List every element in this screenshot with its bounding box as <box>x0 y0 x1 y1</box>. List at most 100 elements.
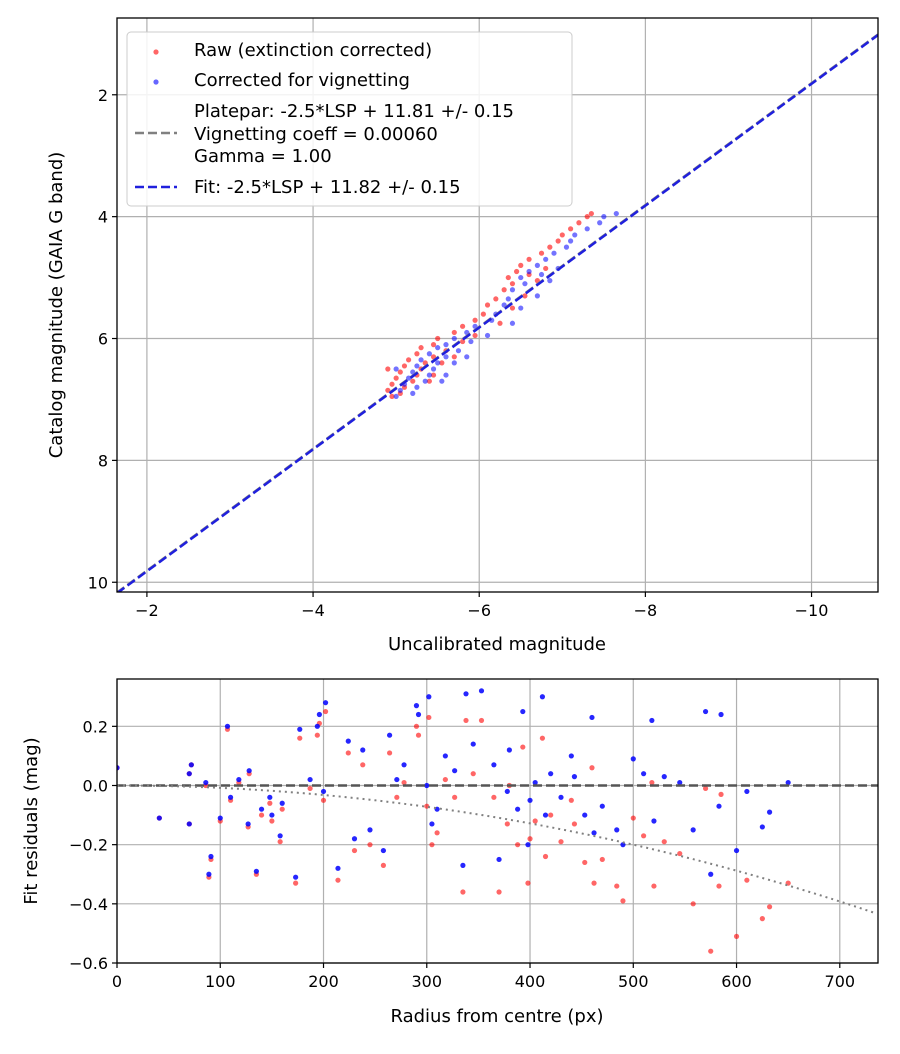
raw-point <box>493 296 499 302</box>
corrected-residual-point <box>267 794 273 800</box>
raw-point <box>426 378 432 384</box>
raw-residual-point <box>367 842 373 848</box>
corrected-residual-point <box>463 691 469 697</box>
corrected-residual-point <box>316 711 322 718</box>
raw-residual-point <box>716 883 722 889</box>
x-tick-label: 0 <box>112 972 122 991</box>
raw-residual-point <box>401 779 407 786</box>
corrected-residual-point <box>401 762 407 768</box>
raw-residual-point <box>568 797 574 803</box>
corrected-residual-point <box>269 812 275 818</box>
raw-point <box>522 293 528 299</box>
raw-residual-point <box>702 785 709 792</box>
x-tick-label: 600 <box>721 972 752 991</box>
fit-line <box>117 34 878 592</box>
raw-point <box>393 375 399 381</box>
raw-point <box>389 381 395 387</box>
corrected-residual-point <box>429 821 435 827</box>
corrected-residual-point <box>785 779 791 786</box>
corrected-residual-point <box>649 717 655 724</box>
corrected-residual-point <box>424 782 430 789</box>
raw-point <box>389 393 395 400</box>
corrected-residual-point <box>314 723 320 729</box>
corrected-residual-point <box>599 803 605 809</box>
raw-residual-point <box>442 776 448 783</box>
top-x-axis-label: Uncalibrated magnitude <box>388 634 606 655</box>
legend-label-platepar: Platepar: -2.5*LSP + 11.81 +/- 0.15 <box>194 101 514 122</box>
raw-point <box>460 323 466 329</box>
corrected-residual-point <box>759 824 765 830</box>
raw-residual-point <box>267 800 273 806</box>
x-tick-label: 200 <box>308 972 339 991</box>
raw-residual-point <box>322 708 329 715</box>
raw-point <box>472 332 478 339</box>
corrected-residual-point <box>525 842 531 848</box>
x-tick-label: −8 <box>634 601 658 620</box>
raw-residual-point <box>515 842 521 848</box>
corrected-point <box>597 220 603 226</box>
raw-residual-point <box>649 779 655 786</box>
raw-point <box>414 351 420 357</box>
corrected-point <box>526 268 532 275</box>
y-tick-label: 6 <box>98 330 108 349</box>
raw-point <box>397 369 403 375</box>
corrected-point <box>426 351 432 357</box>
raw-point <box>385 366 391 372</box>
corrected-point <box>393 366 399 372</box>
raw-point <box>505 274 511 281</box>
corrected-residual-point <box>258 806 265 812</box>
y-tick-label: 10 <box>88 573 108 592</box>
corrected-residual-point <box>277 833 283 839</box>
corrected-point <box>464 354 470 360</box>
corrected-residual-point <box>571 774 578 780</box>
corrected-residual-point <box>744 788 750 795</box>
corrected-point <box>522 281 528 287</box>
plot-area <box>117 688 878 954</box>
legend: Raw (extinction corrected) Corrected for… <box>126 31 573 207</box>
raw-residual-point <box>539 735 546 741</box>
legend-label-fit: Fit: -2.5*LSP + 11.82 +/- 0.15 <box>194 177 461 198</box>
corrected-residual-point <box>351 836 358 842</box>
corrected-point <box>443 372 449 378</box>
raw-residual-point <box>277 839 283 845</box>
raw-residual-point <box>744 877 750 883</box>
corrected-residual-point <box>203 779 209 786</box>
raw-point <box>435 335 441 342</box>
corrected-point <box>484 332 491 339</box>
residuals-plot: 0 100 200 300 400 500 600 700 −0.6 −0.4 −0.2 0.0 0.2 <box>69 678 879 991</box>
raw-residual-point <box>548 812 554 818</box>
x-tick-label: −2 <box>135 601 159 620</box>
corrected-residual-point <box>733 847 740 854</box>
x-tick-label: 500 <box>618 972 649 991</box>
corrected-point <box>435 345 441 351</box>
y-tick-label: 0.0 <box>83 777 108 796</box>
raw-point <box>588 210 594 217</box>
axes-frame <box>116 678 879 964</box>
raw-residual-point <box>307 785 313 792</box>
raw-point <box>518 262 524 268</box>
corrected-residual-point <box>322 700 329 706</box>
raw-residual-point <box>258 812 265 818</box>
corrected-point <box>534 262 540 268</box>
corrected-residual-point <box>558 794 564 800</box>
corrected-point <box>455 348 462 354</box>
corrected-residual-point <box>245 821 251 827</box>
raw-residual-point <box>293 880 299 886</box>
raw-point <box>526 256 532 262</box>
corrected-residual-point <box>504 788 510 795</box>
y-tick-label: −0.2 <box>69 836 108 855</box>
corrected-residual-point <box>614 827 620 833</box>
raw-point <box>555 238 561 244</box>
corrected-residual-point <box>335 865 341 871</box>
corrected-residual-point <box>208 853 214 860</box>
legend-label-gamma: Gamma = 1.00 <box>194 146 332 167</box>
corrected-point <box>534 293 540 299</box>
raw-residual-point <box>460 889 466 895</box>
raw-residual-point <box>690 901 696 907</box>
corrected-residual-point <box>156 815 162 821</box>
corrected-point <box>538 271 545 278</box>
corrected-residual-point <box>716 803 722 809</box>
raw-residual-point <box>733 933 740 939</box>
corrected-residual-point <box>307 776 313 783</box>
axes-frame <box>116 17 879 593</box>
